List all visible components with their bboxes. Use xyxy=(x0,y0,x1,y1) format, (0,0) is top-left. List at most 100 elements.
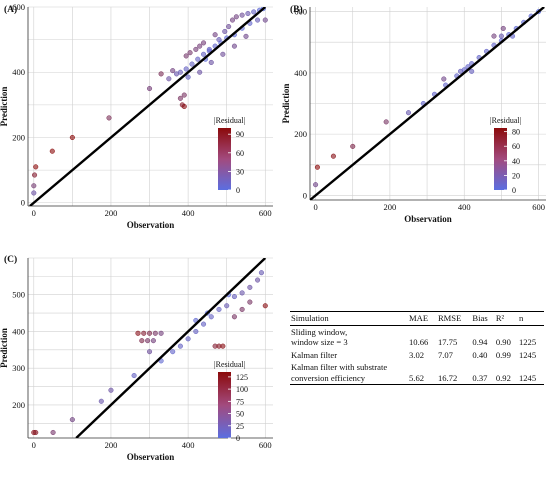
x-tick-label: 400 xyxy=(182,440,195,450)
data-point xyxy=(98,398,104,404)
cell-rmse: 17.75 xyxy=(437,337,458,347)
legend-title: |Residual| xyxy=(214,116,245,125)
x-tick-label: 200 xyxy=(105,440,118,450)
data-point xyxy=(146,349,153,355)
x-tick-label: 400 xyxy=(182,208,195,218)
chart-panel-3: 0 200 400 600200300400500ObservationPredict… xyxy=(0,254,273,462)
x-tick-label: 600 xyxy=(532,202,545,212)
cell-bias: 0.37 xyxy=(472,372,488,383)
legend-tick-label: 0 xyxy=(512,186,516,195)
cell-mae: 3.02 xyxy=(409,349,425,360)
data-point xyxy=(33,164,39,170)
data-point xyxy=(224,303,230,309)
legend-tick-label: 30 xyxy=(236,167,244,176)
data-point xyxy=(69,134,75,141)
cell-n: 1245 xyxy=(518,372,537,383)
identity-line xyxy=(310,7,545,200)
data-point xyxy=(220,51,226,57)
cell-bias: 0.40 xyxy=(472,349,488,360)
data-point xyxy=(229,17,236,23)
legend-tick-label: 0 xyxy=(236,434,240,443)
data-point xyxy=(146,86,153,92)
cell-r2: 0.99 xyxy=(495,349,511,360)
data-point xyxy=(31,183,37,189)
y-tick-label: 400 xyxy=(12,67,25,77)
data-point xyxy=(231,314,237,320)
legend-tick-label: 50 xyxy=(236,410,244,419)
table-row: Kalman filter 3.02 7.07 0.40 0.99 1245 xyxy=(290,349,544,362)
data-point xyxy=(141,330,147,336)
y-tick-label: 200 xyxy=(294,129,307,139)
panel-label: (B) xyxy=(290,4,303,15)
cell-rmse: 7.07 xyxy=(437,349,453,360)
data-point xyxy=(222,28,228,35)
y-tick-label: 400 xyxy=(12,326,25,336)
identity-line xyxy=(75,258,267,438)
data-point xyxy=(197,43,203,49)
legend-colorbar xyxy=(218,372,231,438)
legend-colorbar xyxy=(218,128,231,190)
data-point xyxy=(201,40,207,46)
data-point xyxy=(231,43,237,49)
data-point xyxy=(216,306,222,312)
panel-label: (A) xyxy=(4,4,17,15)
legend-tick-label: 80 xyxy=(512,128,520,137)
data-point xyxy=(185,74,191,80)
header-n: n xyxy=(518,313,524,323)
data-point xyxy=(49,148,55,154)
cell-r2: 0.92 xyxy=(495,372,511,383)
y-tick-label: 600 xyxy=(12,2,25,12)
y-axis-title: Prediction xyxy=(281,84,291,124)
x-axis-title: Observation xyxy=(127,452,175,462)
chart-panel-1: 0 200 400 6000200400600ObservationPredictio… xyxy=(0,2,273,230)
header-mae: MAE xyxy=(409,313,429,323)
legend-tick-label: 60 xyxy=(512,142,520,151)
y-axis-title: Prediction xyxy=(0,87,9,127)
data-point xyxy=(313,182,319,188)
header-simulation: Simulation xyxy=(291,313,329,323)
data-point xyxy=(187,50,193,56)
data-point xyxy=(150,338,156,344)
cell-rmse: 16.72 xyxy=(437,372,458,383)
data-point xyxy=(247,284,253,290)
data-point xyxy=(185,336,191,342)
legend-title: |Residual| xyxy=(214,360,245,369)
legend-tick-label: 75 xyxy=(236,397,244,406)
legend-title: |Residual| xyxy=(490,116,521,125)
data-point xyxy=(233,14,239,20)
data-point xyxy=(193,46,199,52)
data-point xyxy=(350,143,356,149)
data-point xyxy=(262,17,268,23)
data-point xyxy=(181,92,187,98)
data-point xyxy=(197,69,203,75)
data-point xyxy=(262,303,268,309)
table-header-row: Simulation MAE RMSE Bias R² n xyxy=(290,311,544,325)
legend-tick-label: 60 xyxy=(236,149,244,158)
legend-tick-label: 90 xyxy=(236,130,244,139)
data-point xyxy=(231,294,237,300)
data-point xyxy=(208,314,214,320)
legend-colorbar xyxy=(494,128,507,190)
data-point xyxy=(500,25,506,31)
data-point xyxy=(152,330,158,336)
panel-label: (C) xyxy=(4,254,17,265)
y-tick-label: 400 xyxy=(294,68,307,78)
data-point xyxy=(166,76,172,82)
data-point xyxy=(491,33,497,39)
y-tick-label: 500 xyxy=(12,290,25,300)
x-axis-title: Observation xyxy=(127,220,175,230)
cell-n: 1245 xyxy=(518,349,537,360)
data-point xyxy=(158,330,164,336)
data-point xyxy=(457,68,464,74)
cell-n: 1225 xyxy=(518,337,537,347)
data-point xyxy=(247,299,253,305)
data-point xyxy=(177,69,183,75)
cell-bias: 0.94 xyxy=(472,337,488,347)
data-point xyxy=(383,119,389,125)
data-point xyxy=(145,338,151,344)
legend-tick-label: 20 xyxy=(512,171,520,180)
data-point xyxy=(33,429,39,436)
data-point xyxy=(245,10,251,17)
data-point xyxy=(201,321,207,327)
points-layer xyxy=(31,270,268,436)
